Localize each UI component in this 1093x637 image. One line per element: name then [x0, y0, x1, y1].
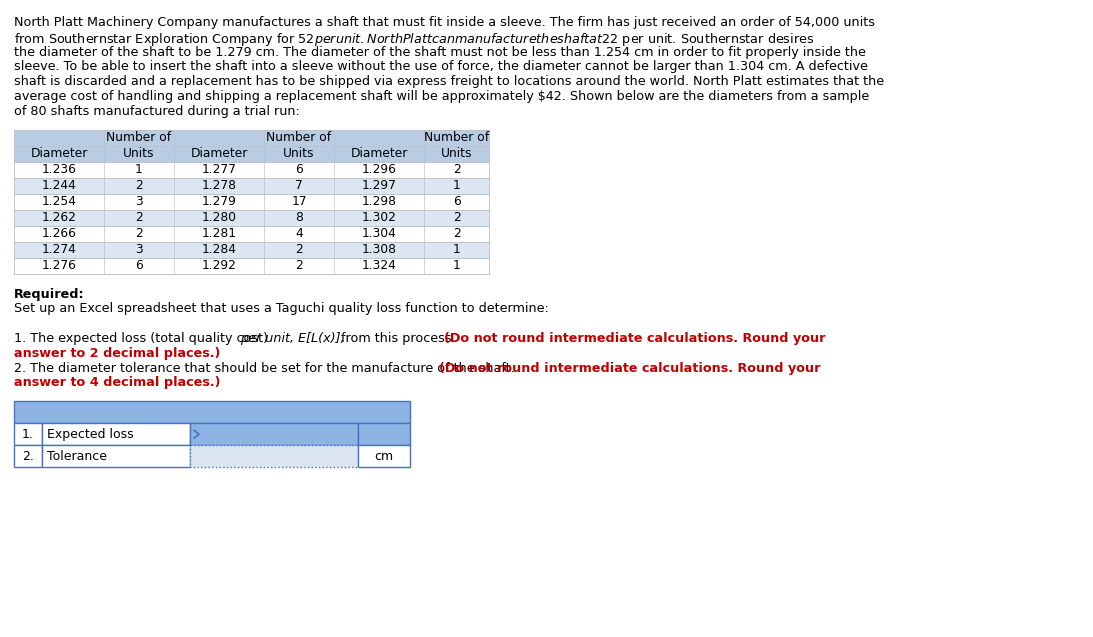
Text: 1.262: 1.262	[42, 211, 77, 224]
Bar	[42, 445, 190, 467]
Text: 1.277: 1.277	[201, 163, 236, 176]
Text: 3: 3	[136, 195, 143, 208]
Text: 1.236: 1.236	[42, 163, 77, 176]
Bar	[359, 445, 410, 467]
Text: 2: 2	[295, 259, 303, 272]
Text: 1.244: 1.244	[42, 179, 77, 192]
Bar	[14, 210, 489, 225]
Text: 1.274: 1.274	[42, 243, 77, 256]
Text: 1.302: 1.302	[362, 211, 397, 224]
Text: 1.276: 1.276	[42, 259, 77, 272]
Bar	[14, 194, 489, 210]
Text: answer to 2 decimal places.): answer to 2 decimal places.)	[14, 347, 221, 360]
Bar	[190, 445, 359, 467]
Text: Diameter: Diameter	[351, 147, 408, 160]
Text: per unit, E[L(x)],: per unit, E[L(x)],	[240, 332, 344, 345]
Text: 2: 2	[136, 227, 143, 240]
Text: 2: 2	[136, 179, 143, 192]
Text: 4: 4	[295, 227, 303, 240]
Text: 1.308: 1.308	[362, 243, 397, 256]
Text: Units: Units	[283, 147, 315, 160]
Text: shaft is discarded and a replacement has to be shipped via express freight to lo: shaft is discarded and a replacement has…	[14, 75, 884, 88]
Text: 2: 2	[136, 211, 143, 224]
Text: 1.292: 1.292	[201, 259, 236, 272]
Bar	[14, 241, 489, 257]
Bar	[14, 257, 489, 274]
Text: from Southernstar Exploration Company for $52 per unit. North Platt can manufact: from Southernstar Exploration Company fo…	[14, 31, 814, 48]
Text: cm: cm	[375, 450, 393, 462]
Text: 1.266: 1.266	[42, 227, 77, 240]
Text: Number of: Number of	[424, 131, 489, 144]
Text: 2: 2	[453, 227, 460, 240]
Text: sleeve. To be able to insert the shaft into a sleeve without the use of force, t: sleeve. To be able to insert the shaft i…	[14, 61, 868, 73]
Text: 2: 2	[453, 163, 460, 176]
Text: Diameter: Diameter	[31, 147, 87, 160]
Text: Diameter: Diameter	[190, 147, 248, 160]
Text: Tolerance: Tolerance	[47, 450, 107, 462]
Bar	[14, 445, 42, 467]
Text: answer to 4 decimal places.): answer to 4 decimal places.)	[14, 376, 221, 389]
Bar	[14, 162, 489, 178]
Text: 1: 1	[453, 179, 460, 192]
Text: 1.296: 1.296	[362, 163, 397, 176]
Text: Set up an Excel spreadsheet that uses a Taguchi quality loss function to determi: Set up an Excel spreadsheet that uses a …	[14, 303, 549, 315]
Text: 1.280: 1.280	[201, 211, 236, 224]
Text: 7: 7	[295, 179, 303, 192]
Text: 1: 1	[136, 163, 143, 176]
Bar	[14, 178, 489, 194]
Bar	[359, 423, 410, 445]
Text: 6: 6	[453, 195, 460, 208]
Text: 1.324: 1.324	[362, 259, 397, 272]
Text: 1.: 1.	[22, 427, 34, 441]
Text: 1. The expected loss (total quality cost): 1. The expected loss (total quality cost…	[14, 332, 272, 345]
Text: 2. The diameter tolerance that should be set for the manufacture of the shaft.: 2. The diameter tolerance that should be…	[14, 362, 519, 375]
Text: 1.279: 1.279	[201, 195, 236, 208]
Text: 1.284: 1.284	[201, 243, 236, 256]
Text: 1.297: 1.297	[362, 179, 397, 192]
Bar	[14, 423, 42, 445]
Text: 1.254: 1.254	[42, 195, 77, 208]
Bar	[14, 129, 489, 162]
Text: 1: 1	[453, 243, 460, 256]
Text: from this process.: from this process.	[337, 332, 459, 345]
Text: Number of: Number of	[267, 131, 331, 144]
Text: 2.: 2.	[22, 450, 34, 462]
Text: (Do not round intermediate calculations. Round your: (Do not round intermediate calculations.…	[445, 332, 826, 345]
Text: North Platt Machinery Company manufactures a shaft that must fit inside a sleeve: North Platt Machinery Company manufactur…	[14, 16, 875, 29]
Text: 1.281: 1.281	[201, 227, 236, 240]
Text: 1.304: 1.304	[362, 227, 397, 240]
Bar	[190, 423, 359, 445]
Text: 1: 1	[453, 259, 460, 272]
Text: Required:: Required:	[14, 287, 84, 301]
Text: 6: 6	[295, 163, 303, 176]
Text: 17: 17	[291, 195, 307, 208]
Text: average cost of handling and shipping a replacement shaft will be approximately : average cost of handling and shipping a …	[14, 90, 869, 103]
Bar	[14, 225, 489, 241]
Text: 1.278: 1.278	[201, 179, 236, 192]
Text: (Do not round intermediate calculations. Round your: (Do not round intermediate calculations.…	[439, 362, 821, 375]
Text: 8: 8	[295, 211, 303, 224]
Text: 6: 6	[136, 259, 143, 272]
Bar	[14, 401, 410, 423]
Text: Number of: Number of	[106, 131, 172, 144]
Bar	[42, 423, 190, 445]
Text: of 80 shafts manufactured during a trial run:: of 80 shafts manufactured during a trial…	[14, 105, 299, 118]
Text: 2: 2	[453, 211, 460, 224]
Text: Units: Units	[124, 147, 155, 160]
Text: 1.298: 1.298	[362, 195, 397, 208]
Text: 2: 2	[295, 243, 303, 256]
Text: the diameter of the shaft to be 1.279 cm. The diameter of the shaft must not be : the diameter of the shaft to be 1.279 cm…	[14, 46, 866, 59]
Text: Units: Units	[440, 147, 472, 160]
Text: Expected loss: Expected loss	[47, 427, 133, 441]
Text: 3: 3	[136, 243, 143, 256]
